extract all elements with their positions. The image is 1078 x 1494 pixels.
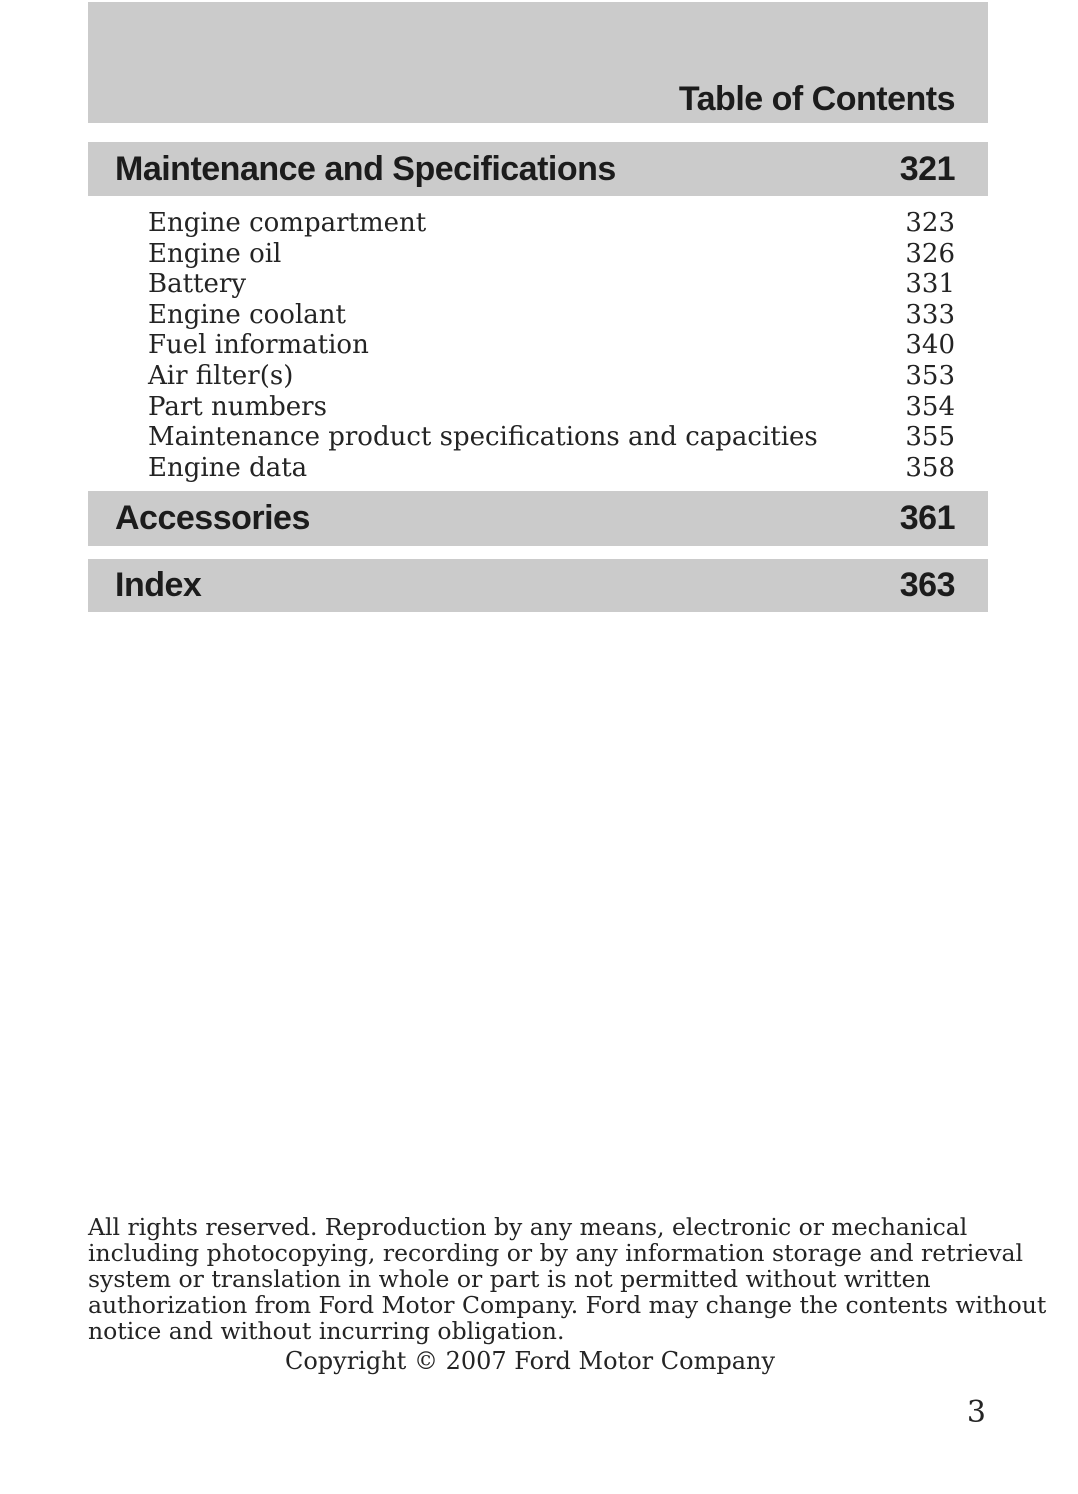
section-maintenance-and-specifications: Maintenance and Specifications 321 [88,142,988,196]
toc-entry-page: 355 [905,422,955,453]
toc-entry: Battery 331 [88,269,988,300]
toc-entry-label: Fuel information [148,330,369,361]
toc-entry: Engine oil 326 [88,239,988,270]
section-accessories: Accessories 361 [88,491,988,546]
section-index: Index 363 [88,559,988,612]
toc-entry-page: 323 [905,208,955,238]
section-label: Accessories [115,499,310,537]
toc-entry-page: 358 [905,452,955,483]
toc-entry-label: Engine data [148,452,308,483]
toc-entry: Air filter(s) 353 [88,361,988,392]
toc-entry-page: 340 [905,330,955,361]
copyright-line: Copyright © 2007 Ford Motor Company [284,1347,776,1375]
legal-notice-line: notice and without incurring obligation. [88,1317,565,1345]
toc-entry-label: Part numbers [148,391,327,422]
toc-entry: Engine compartment 323 [88,208,988,239]
section-page-number: 321 [899,149,956,188]
toc-entry-page: 333 [905,299,955,330]
toc-entry-page: 326 [905,238,955,269]
page-header-band: Table of Contents [88,2,988,123]
toc-entry-label: Battery [148,269,247,300]
toc-entry-label: Air filter(s) [148,360,294,391]
legal-notice-line: authorization from Ford Motor Company. F… [88,1291,1047,1319]
toc-entry: Part numbers 354 [88,392,988,423]
toc-entry-label: Engine oil [148,238,282,269]
section-page-number: 363 [899,566,956,604]
toc-entry-label: Maintenance product specifications and c… [148,422,818,453]
toc-entry-label: Engine coolant [148,299,346,330]
section-label: Maintenance and Specifications [115,149,616,188]
legal-notice-line: system or translation in whole or part i… [88,1265,931,1293]
toc-entry-page: 353 [905,360,955,391]
toc-entry-page: 331 [905,269,955,300]
legal-notice: All rights reserved. Reproduction by any… [88,1213,1047,1345]
legal-notice-line: All rights reserved. Reproduction by any… [88,1213,968,1241]
toc-entry: Fuel information 340 [88,330,988,361]
legal-notice-line: including photocopying, recording or by … [88,1239,1024,1267]
toc-entry-label: Engine compartment [148,208,427,238]
toc-entry: Engine data 358 [88,453,988,484]
toc-entry-list: Engine compartment 323 Engine oil 326 Ba… [88,208,988,483]
folio-page-number: 3 [966,1395,986,1430]
toc-entry: Maintenance product specifications and c… [88,422,988,453]
section-page-number: 361 [899,499,956,537]
page-title: Table of Contents [678,80,956,118]
toc-entry: Engine coolant 333 [88,300,988,331]
section-label: Index [115,566,202,604]
toc-entry-page: 354 [905,391,955,422]
